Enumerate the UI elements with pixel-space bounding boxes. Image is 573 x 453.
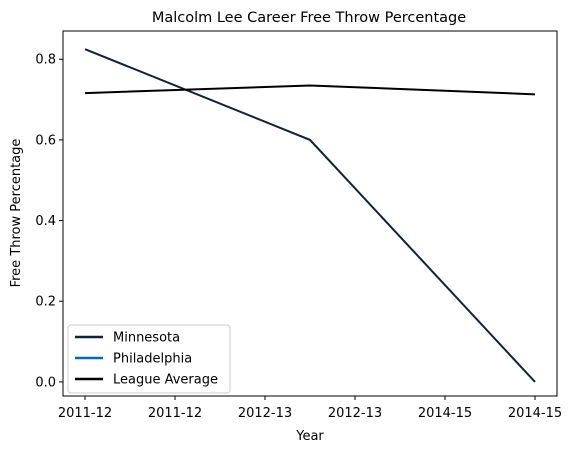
legend-label-minnesota: Minnesota — [113, 331, 180, 346]
x-tick-label: 2011-12 — [58, 406, 112, 421]
y-axis: 0.0 0.2 0.4 0.6 0.8 — [35, 53, 63, 390]
x-tick-label: 2014-15 — [508, 406, 562, 421]
series-line-league-average — [84, 84, 536, 96]
legend-label-philadelphia: Philadelphia — [113, 352, 192, 367]
x-tick-label: 2012-13 — [328, 406, 382, 421]
legend: Minnesota Philadelphia League Average — [67, 324, 231, 394]
y-tick-label: 0.2 — [35, 295, 56, 310]
y-tick-label: 0.8 — [35, 53, 56, 68]
x-axis-label: Year — [295, 429, 324, 444]
x-tick-label: 2014-15 — [418, 406, 472, 421]
legend-box — [67, 324, 231, 394]
y-tick-label: 0.6 — [35, 133, 56, 148]
legend-label-league-average: League Average — [113, 373, 218, 388]
series-line-minnesota — [84, 48, 536, 383]
chart-title: Malcolm Lee Career Free Throw Percentage — [152, 10, 466, 26]
series-layer — [84, 48, 536, 383]
y-axis-label: Free Throw Percentage — [9, 139, 24, 288]
y-tick-label: 0.4 — [35, 214, 56, 229]
x-tick-label: 2011-12 — [148, 406, 202, 421]
x-axis: 2011-12 2011-12 2012-13 2012-13 2014-15 2014-… — [58, 396, 562, 421]
plot-frame — [62, 30, 558, 397]
y-tick-label: 0.0 — [35, 375, 56, 390]
x-tick-label: 2012-13 — [238, 406, 292, 421]
